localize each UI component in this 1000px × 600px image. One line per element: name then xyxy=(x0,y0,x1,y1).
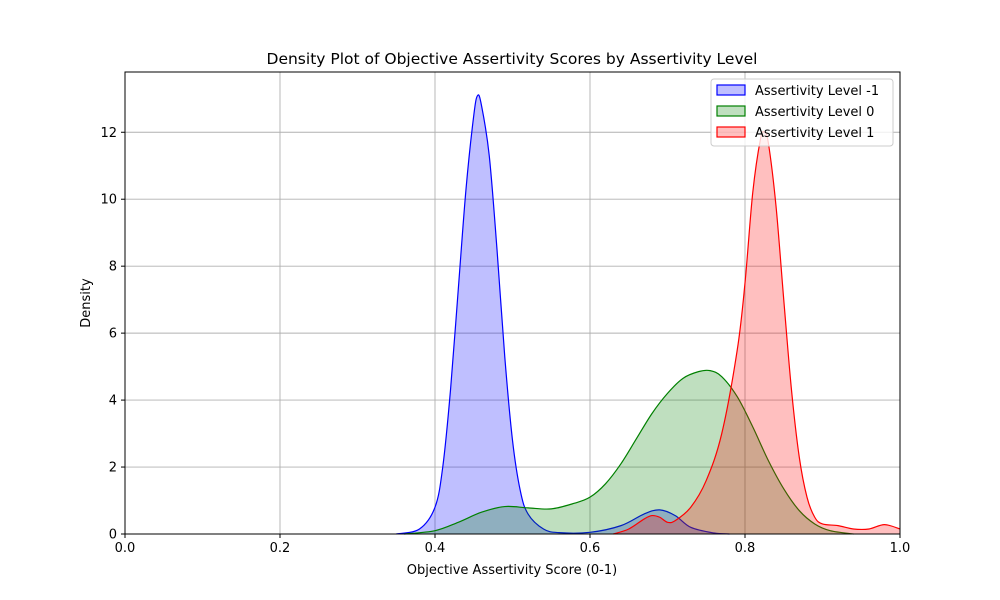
y-tick-label: 6 xyxy=(109,327,117,342)
legend: Assertivity Level -1 Assertivity Level 0 A… xyxy=(710,78,894,147)
chart-title: Density Plot of Objective Assertivity Sc… xyxy=(267,50,758,68)
legend-label: Assertivity Level 1 xyxy=(755,126,874,141)
x-tick-label: 0.8 xyxy=(735,541,756,556)
x-axis-title: Objective Assertivity Score (0-1) xyxy=(407,563,617,578)
ticks: 0.0 0.2 0.4 0.6 0.8 1.0 0 2 4 6 8 10 12 xyxy=(100,126,910,556)
series-line-0 xyxy=(396,94,730,535)
series-area-2 xyxy=(613,131,900,534)
series-line-1 xyxy=(403,369,854,535)
series-area-0 xyxy=(396,94,730,534)
y-tick-label: 8 xyxy=(109,260,117,275)
legend-label: Assertivity Level 0 xyxy=(755,105,874,120)
legend-swatch xyxy=(716,84,746,96)
plot-frame xyxy=(124,71,901,535)
x-tick-label: 0.2 xyxy=(270,541,291,556)
x-tick-label: 0.4 xyxy=(425,541,446,556)
series-layer xyxy=(396,94,901,535)
legend-swatch xyxy=(716,126,746,138)
y-tick-label: 4 xyxy=(109,394,117,409)
y-tick-label: 0 xyxy=(109,528,117,543)
x-tick-label: 1.0 xyxy=(890,541,911,556)
legend-box xyxy=(710,78,894,147)
y-axis-title: Density xyxy=(79,278,94,328)
y-tick-label: 10 xyxy=(100,193,117,208)
x-tick-label: 0.0 xyxy=(115,541,136,556)
legend-label: Assertivity Level -1 xyxy=(755,84,879,99)
legend-swatch xyxy=(716,105,746,117)
x-tick-label: 0.6 xyxy=(580,541,601,556)
y-tick-label: 2 xyxy=(109,461,117,476)
y-tick-label: 12 xyxy=(100,126,117,141)
